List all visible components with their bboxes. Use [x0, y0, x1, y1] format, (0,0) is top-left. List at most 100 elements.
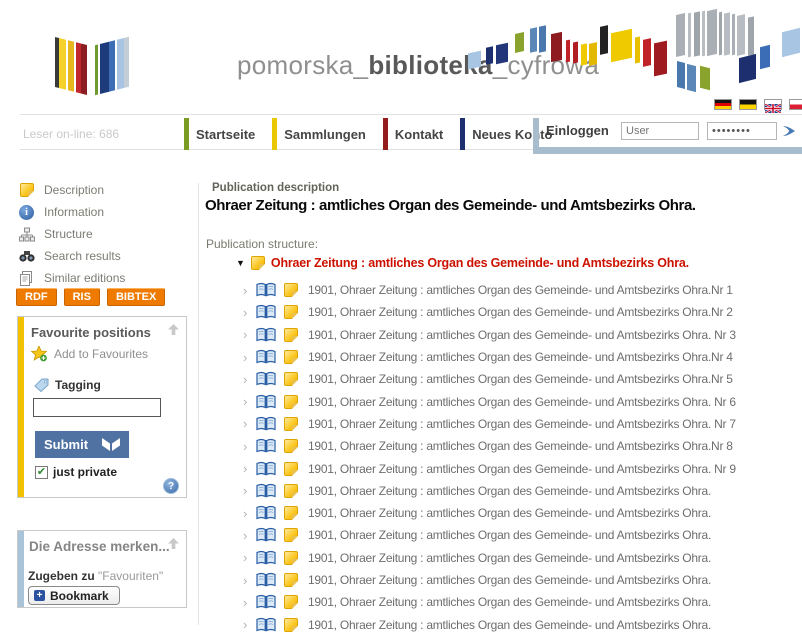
favourites-accent-stripe	[18, 317, 24, 497]
expand-chevron-icon[interactable]: ›	[243, 349, 248, 365]
information-icon: i	[18, 204, 35, 220]
tree-root-label[interactable]: Ohraer Zeitung : amtliches Organ des Gem…	[270, 256, 689, 270]
tree-item-label[interactable]: 1901, Ohraer Zeitung : amtliches Organ d…	[308, 283, 733, 298]
tree-item-label[interactable]: 1901, Ohraer Zeitung : amtliches Organ d…	[308, 461, 736, 476]
add-to-favourites-hint: Zugeben zu "Favouriten"	[28, 569, 164, 583]
collapse-arrow-icon[interactable]	[168, 324, 179, 335]
open-book-icon[interactable]	[256, 594, 276, 610]
kashubian-flag-icon[interactable]	[739, 99, 757, 110]
nav-item[interactable]: Sammlungen	[272, 118, 374, 150]
issue-note-icon	[284, 573, 298, 587]
open-book-icon[interactable]	[256, 282, 276, 298]
bookmark-button[interactable]: + Bookmark	[28, 586, 120, 605]
nav-item-label: Kontakt	[394, 126, 444, 142]
expand-chevron-icon[interactable]: ›	[243, 594, 248, 610]
expand-chevron-icon[interactable]: ›	[243, 572, 248, 588]
help-icon[interactable]: ?	[163, 478, 179, 494]
logo-book-icon[interactable]	[55, 36, 133, 96]
favourite-star-icon	[31, 346, 48, 362]
open-book-icon[interactable]	[256, 527, 276, 543]
tree-item-label[interactable]: 1901, Ohraer Zeitung : amtliches Organ d…	[308, 483, 712, 498]
open-book-icon[interactable]	[256, 394, 276, 410]
open-book-icon[interactable]	[256, 461, 276, 477]
tree-item-label[interactable]: 1901, Ohraer Zeitung : amtliches Organ d…	[308, 372, 733, 387]
password-input[interactable]	[707, 122, 777, 140]
open-book-icon[interactable]	[256, 416, 276, 432]
open-book-icon[interactable]	[256, 327, 276, 343]
submit-button[interactable]: Submit	[35, 431, 129, 458]
add-to-favourites-button[interactable]: Add to Favourites	[31, 346, 148, 362]
english-flag-icon[interactable]	[764, 99, 782, 114]
tree-row: › 1901, Ohraer Zeitung : amtliches Organ…	[243, 569, 736, 591]
german-flag-icon[interactable]	[714, 99, 732, 110]
open-book-icon[interactable]	[256, 505, 276, 521]
issue-note-icon	[284, 439, 298, 454]
expand-chevron-icon[interactable]: ›	[243, 282, 248, 298]
open-book-icon[interactable]	[256, 483, 276, 499]
bibtex-button[interactable]: BIBTEX	[106, 288, 166, 306]
tree-item-label[interactable]: 1901, Ohraer Zeitung : amtliches Organ d…	[308, 394, 736, 409]
sidebar-item-search-results[interactable]: Search results	[18, 245, 125, 267]
expand-chevron-icon[interactable]: ›	[243, 461, 248, 477]
just-private-checkbox[interactable]: ✔	[35, 465, 48, 479]
section-label: Publication description	[212, 182, 340, 194]
collapse-arrow-icon[interactable]	[168, 538, 179, 549]
sidebar-item-similar-editions[interactable]: Similar editions	[18, 267, 125, 289]
open-book-icon[interactable]	[256, 304, 276, 320]
description-icon	[18, 182, 35, 198]
ris-button[interactable]: RIS	[63, 288, 100, 306]
tag-input[interactable]	[33, 398, 161, 417]
tree-row: › 1901, Ohraer Zeitung : amtliches Organ…	[243, 413, 736, 435]
tree-item-label[interactable]: 1901, Ohraer Zeitung : amtliches Organ d…	[308, 528, 712, 543]
tree-item-label[interactable]: 1901, Ohraer Zeitung : amtliches Organ d…	[308, 506, 712, 521]
issue-note-icon	[284, 283, 298, 298]
expand-chevron-icon[interactable]: ›	[243, 505, 248, 521]
expand-chevron-icon[interactable]: ›	[243, 483, 248, 499]
tree-item-label[interactable]: 1901, Ohraer Zeitung : amtliches Organ d…	[308, 573, 712, 587]
issue-note-icon	[284, 305, 298, 320]
open-book-icon[interactable]	[256, 371, 276, 387]
expand-chevron-icon[interactable]: ›	[243, 527, 248, 543]
expand-chevron-icon[interactable]: ›	[243, 416, 248, 432]
tree-item-label[interactable]: 1901, Ohraer Zeitung : amtliches Organ d…	[308, 327, 736, 342]
login-panel: Einloggen	[533, 118, 802, 154]
issue-note-icon	[284, 595, 298, 610]
open-book-icon[interactable]	[256, 349, 276, 365]
username-input[interactable]	[621, 122, 699, 140]
sidebar-item-description[interactable]: Description	[18, 179, 125, 201]
tree-item-label[interactable]: 1901, Ohraer Zeitung : amtliches Organ d…	[308, 439, 733, 454]
rdf-button[interactable]: RDF	[16, 288, 57, 306]
similar-editions-icon	[18, 270, 35, 286]
tree-item-label[interactable]: 1901, Ohraer Zeitung : amtliches Organ d…	[308, 550, 712, 565]
sidebar-item-structure[interactable]: Structure	[18, 223, 125, 245]
tree-item-label[interactable]: 1901, Ohraer Zeitung : amtliches Organ d…	[308, 595, 712, 610]
collapse-triangle-icon[interactable]: ▼	[236, 258, 245, 268]
tree-item-label[interactable]: 1901, Ohraer Zeitung : amtliches Organ d…	[308, 416, 736, 431]
expand-chevron-icon[interactable]: ›	[243, 438, 248, 454]
sidebar-item-information[interactable]: i Information	[18, 201, 125, 223]
issue-note-icon	[284, 461, 298, 476]
language-switcher	[714, 99, 802, 114]
open-book-icon[interactable]	[256, 550, 276, 566]
nav-item[interactable]: Neues Konto	[460, 118, 560, 150]
search-results-icon	[18, 248, 35, 264]
just-private-option[interactable]: ✔ just private	[35, 465, 118, 479]
expand-chevron-icon[interactable]: ›	[243, 327, 248, 343]
tree-item-label[interactable]: 1901, Ohraer Zeitung : amtliches Organ d…	[308, 305, 733, 320]
open-book-icon[interactable]	[256, 438, 276, 454]
nav-item[interactable]: Startseite	[184, 118, 263, 150]
expand-chevron-icon[interactable]: ›	[243, 394, 248, 410]
expand-chevron-icon[interactable]: ›	[243, 304, 248, 320]
expand-chevron-icon[interactable]: ›	[243, 371, 248, 387]
tree-item-label[interactable]: 1901, Ohraer Zeitung : amtliches Organ d…	[308, 350, 733, 365]
expand-chevron-icon[interactable]: ›	[243, 550, 248, 566]
readers-online-counter: Leser on-line: 686	[23, 127, 120, 141]
logo-book-left-wing	[55, 37, 87, 95]
main-nav: Startseite Sammlungen Kontakt Neues Kont…	[184, 118, 569, 150]
polish-flag-icon[interactable]	[789, 99, 802, 110]
site-logo-text[interactable]: pomorska_biblioteka_cyfrowa	[237, 50, 600, 80]
nav-item[interactable]: Kontakt	[382, 118, 451, 150]
open-book-icon[interactable]	[256, 572, 276, 588]
login-accent-bar	[533, 118, 539, 154]
login-submit-arrow-icon[interactable]	[780, 122, 798, 140]
